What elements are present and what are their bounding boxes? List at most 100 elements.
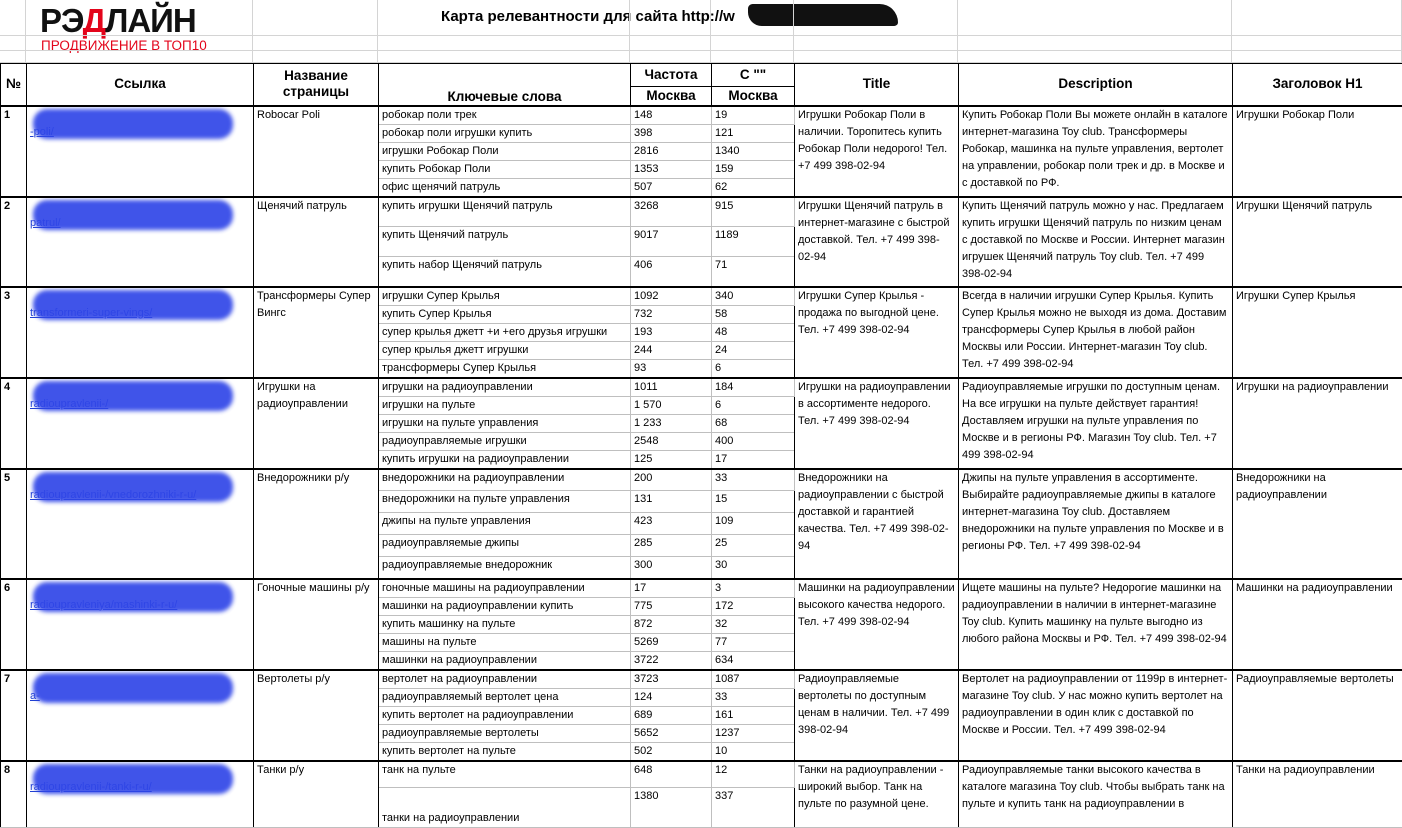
- frequency: 2548: [631, 432, 712, 450]
- column-header: С "": [712, 64, 795, 87]
- table-row: 4radioupravlenii-/Игрушки на радиоуправл…: [1, 378, 1402, 397]
- sheet-title: Карта релевантности для сайта http://w: [441, 8, 735, 25]
- frequency: 124: [631, 688, 712, 706]
- exact-frequency: 109: [712, 513, 795, 535]
- grid-line: [377, 0, 378, 63]
- keyword: игрушки на радиоуправлении: [379, 378, 631, 397]
- keyword: супер крылья джетт игрушки: [379, 341, 631, 359]
- table-row: 6radioupravleniya/mashinki-r-u/Гоночные …: [1, 579, 1402, 598]
- keyword: купить Робокар Поли: [379, 160, 631, 178]
- exact-frequency: 1189: [712, 227, 795, 257]
- keyword: танк на пульте: [379, 761, 631, 788]
- keyword: купить вертолет на пульте: [379, 742, 631, 761]
- keyword: внедорожники на пульте управления: [379, 491, 631, 513]
- column-header: Название страницы: [254, 64, 379, 106]
- meta-description: Ищете машины на пульте? Недорогие машинк…: [959, 579, 1233, 670]
- keyword: машинки на радиоуправлении купить: [379, 597, 631, 615]
- grid-line: [793, 0, 794, 63]
- redaction: [33, 381, 233, 411]
- keyword: игрушки на пульте управления: [379, 414, 631, 432]
- grid-line: [710, 0, 711, 63]
- exact-frequency: 161: [712, 706, 795, 724]
- exact-frequency: 6: [712, 359, 795, 378]
- exact-frequency: 10: [712, 742, 795, 761]
- exact-frequency: 184: [712, 378, 795, 397]
- page-name: Robocar Poli: [254, 106, 379, 197]
- meta-title: Игрушки Робокар Поли в наличии. Торопите…: [795, 106, 959, 197]
- page-link: radioupravlenii-/vnedorozhniki-r-u/: [27, 469, 254, 579]
- row-number: 8: [1, 761, 27, 828]
- column-header: Description: [959, 64, 1233, 106]
- exact-frequency: 30: [712, 557, 795, 579]
- logo-text: ЛАЙН: [105, 2, 196, 39]
- column-header: Title: [795, 64, 959, 106]
- h1-heading: Игрушки на радиоуправлении: [1233, 378, 1402, 469]
- redaction: [33, 472, 233, 502]
- grid-line: [957, 0, 958, 63]
- page-link: patrul/: [27, 197, 254, 287]
- grid-line: [25, 0, 26, 63]
- meta-title: Игрушки Супер Крылья - продажа по выгодн…: [795, 287, 959, 378]
- exact-frequency: 915: [712, 197, 795, 227]
- exact-frequency: 6: [712, 396, 795, 414]
- frequency: 200: [631, 469, 712, 491]
- keyword: купить вертолет на радиоуправлении: [379, 706, 631, 724]
- frequency: 689: [631, 706, 712, 724]
- meta-description: Радиоуправляемые танки высокого качества…: [959, 761, 1233, 828]
- keyword: супер крылья джетт +и +его друзья игрушк…: [379, 323, 631, 341]
- page-name: Гоночные машины р/у: [254, 579, 379, 670]
- keyword: гоночные машины на радиоуправлении: [379, 579, 631, 598]
- redaction: [33, 109, 233, 139]
- grid-line: [0, 35, 1402, 36]
- keyword: игрушки Супер Крылья: [379, 287, 631, 306]
- page-link: radioupravleniya/mashinki-r-u/: [27, 579, 254, 670]
- frequency: 148: [631, 106, 712, 125]
- exact-frequency: 25: [712, 535, 795, 557]
- frequency: 1 570: [631, 396, 712, 414]
- redaction: [33, 290, 233, 320]
- frequency: 9017: [631, 227, 712, 257]
- page-link: a-: [27, 670, 254, 761]
- meta-title: Игрушки на радиоуправлении в ассортимент…: [795, 378, 959, 469]
- keyword: купить набор Щенячий патруль: [379, 257, 631, 287]
- keyword: радиоуправляемые игрушки: [379, 432, 631, 450]
- keyword: джипы на пульте управления: [379, 513, 631, 535]
- grid-line: [252, 0, 253, 63]
- frequency: 93: [631, 359, 712, 378]
- row-number: 6: [1, 579, 27, 670]
- page-link: -poli/: [27, 106, 254, 197]
- column-header: №: [1, 64, 27, 106]
- table-row: 3transformeri-super-vings/Трансформеры С…: [1, 287, 1402, 306]
- exact-frequency: 121: [712, 124, 795, 142]
- keyword: машины на пульте: [379, 633, 631, 651]
- h1-heading: Игрушки Щенячий патруль: [1233, 197, 1402, 287]
- exact-frequency: 337: [712, 788, 795, 828]
- logo-text: Д: [83, 2, 106, 39]
- frequency: 3268: [631, 197, 712, 227]
- frequency: 131: [631, 491, 712, 513]
- meta-title: Машинки на радиоуправлении высокого каче…: [795, 579, 959, 670]
- keyword: игрушки на пульте: [379, 396, 631, 414]
- frequency: 1011: [631, 378, 712, 397]
- keyword: купить Супер Крылья: [379, 305, 631, 323]
- keyword: офис щенячий патруль: [379, 178, 631, 197]
- frequency: 285: [631, 535, 712, 557]
- exact-frequency: 400: [712, 432, 795, 450]
- meta-title: Внедорожники на радиоуправлении с быстро…: [795, 469, 959, 579]
- page-name: Трансформеры Супер Вингс: [254, 287, 379, 378]
- page-name: Игрушки на радиоуправлении: [254, 378, 379, 469]
- keyword: радиоуправляемые внедорожник: [379, 557, 631, 579]
- sheet-top: РЭДЛАЙН ПРОДВИЖЕНИЕ В ТОП10 Карта релева…: [0, 0, 1402, 63]
- grid-line: [1231, 0, 1232, 63]
- frequency: 398: [631, 124, 712, 142]
- keyword: купить машинку на пульте: [379, 615, 631, 633]
- page-link: radioupravlenii-/: [27, 378, 254, 469]
- h1-heading: Игрушки Робокар Поли: [1233, 106, 1402, 197]
- exact-frequency: 172: [712, 597, 795, 615]
- frequency: 300: [631, 557, 712, 579]
- column-header: Заголовок H1: [1233, 64, 1402, 106]
